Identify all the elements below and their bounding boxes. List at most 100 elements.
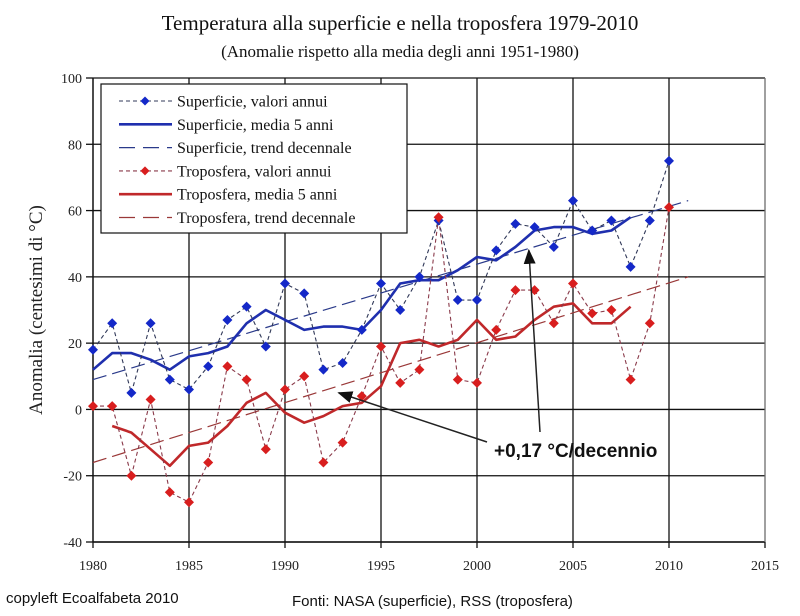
data-point-superficie-valori-annui (280, 278, 290, 289)
data-point-troposfera-valori-annui (145, 394, 156, 405)
data-point-troposfera-valori-annui (222, 361, 233, 372)
data-point-troposfera-valori-annui (548, 318, 559, 329)
chart-title: Temperatura alla superficie e nella trop… (162, 11, 639, 35)
legend: Superficie, valori annui Superficie, medi… (100, 83, 408, 234)
data-point-troposfera-valori-annui (356, 391, 367, 402)
x-tick-labels: 1980 1985 1990 1995 2000 2005 2010 2015 (79, 559, 779, 574)
data-point-troposfera-valori-annui (126, 470, 137, 481)
x-tick-label: 2015 (751, 559, 779, 574)
x-tick-label: 2000 (463, 559, 491, 574)
data-point-superficie-valori-annui (587, 225, 598, 236)
data-point-superficie-valori-annui (568, 195, 578, 206)
data-point-troposfera-valori-annui (664, 202, 674, 213)
y-tick-label: -20 (63, 470, 82, 485)
data-point-superficie-valori-annui (126, 387, 137, 398)
data-point-superficie-valori-annui (472, 295, 482, 306)
y-tick-label: 60 (68, 205, 82, 220)
data-point-troposfera-valori-annui (318, 457, 329, 468)
data-point-troposfera-valori-annui (260, 444, 271, 455)
x-tick-label: 1980 (79, 559, 107, 574)
data-point-superficie-valori-annui (318, 364, 329, 375)
data-point-superficie-valori-annui (222, 314, 233, 325)
data-point-superficie-valori-annui (107, 318, 118, 329)
legend-label-troposfera-media-5-anni: Troposfera, media 5 anni (177, 187, 338, 204)
data-point-troposfera-valori-annui (433, 212, 444, 223)
data-point-superficie-valori-annui (644, 215, 655, 226)
data-point-troposfera-valori-annui (625, 374, 636, 385)
y-tick-label: 80 (68, 138, 82, 153)
data-point-troposfera-valori-annui (491, 324, 502, 335)
series-line-superficie-media-5-anni (92, 216, 632, 372)
legend-marker-troposfera-valori-annui (140, 166, 150, 176)
data-point-superficie-valori-annui (414, 271, 425, 282)
data-point-troposfera-valori-annui (203, 457, 214, 468)
data-point-superficie-valori-annui (203, 361, 214, 372)
data-point-troposfera-valori-annui (644, 318, 655, 329)
legend-marker-superficie-valori-annui (140, 96, 150, 106)
x-tick-label: 1985 (175, 559, 203, 574)
data-point-superficie-valori-annui (664, 155, 674, 166)
annotation-arrow-troposphere (337, 391, 488, 443)
legend-label-superficie-valori-annui: Superficie, valori annui (177, 94, 328, 111)
x-tick-label: 2005 (559, 559, 587, 574)
data-point-superficie-valori-annui (529, 222, 540, 233)
data-point-troposfera-valori-annui (510, 285, 521, 296)
data-point-troposfera-valori-annui (88, 401, 98, 412)
y-axis-label: Anomalia (centesimi di °C) (26, 205, 47, 415)
data-point-troposfera-valori-annui (472, 377, 482, 388)
annotation-label: +0,17 °C/decennio (494, 441, 657, 462)
data-point-superficie-valori-annui (145, 318, 156, 329)
axes (86, 77, 766, 548)
data-point-troposfera-valori-annui (376, 341, 386, 352)
y-tick-label: -40 (63, 536, 82, 551)
data-point-troposfera-valori-annui (337, 437, 348, 448)
series-line-superficie-trend-decennale (92, 200, 689, 381)
data-point-superficie-valori-annui (625, 261, 636, 272)
data-point-superficie-valori-annui (452, 295, 463, 306)
data-point-superficie-valori-annui (376, 278, 386, 289)
footer-credit: copyleft Ecoalfabeta 2010 (6, 590, 179, 607)
y-tick-label: 40 (68, 271, 82, 286)
data-point-superficie-valori-annui (241, 301, 252, 312)
data-point-superficie-valori-annui (299, 288, 310, 299)
data-point-troposfera-valori-annui (414, 364, 425, 375)
x-tick-label: 1990 (271, 559, 299, 574)
series-line-troposfera-media-5-anni (111, 302, 632, 468)
data-point-superficie-valori-annui (88, 344, 98, 355)
annotation-layer (337, 248, 541, 443)
data-point-troposfera-valori-annui (299, 371, 310, 382)
data-point-superficie-valori-annui (548, 242, 559, 253)
data-point-superficie-valori-annui (260, 341, 271, 352)
legend-label-superficie-media-5-anni: Superficie, media 5 anni (177, 117, 334, 134)
footer-sources: Fonti: NASA (superficie), RSS (troposfer… (292, 593, 573, 610)
series-line-troposfera-trend-decennale (92, 276, 689, 464)
data-point-troposfera-valori-annui (587, 308, 598, 319)
legend-label-troposfera-valori-annui: Troposfera, valori annui (177, 163, 332, 180)
x-tick-label: 1995 (367, 559, 395, 574)
data-point-troposfera-valori-annui (107, 401, 118, 412)
data-point-troposfera-valori-annui (568, 278, 578, 289)
y-tick-labels: -40 -20 0 20 40 60 80 100 (61, 72, 82, 551)
data-point-troposfera-valori-annui (280, 384, 290, 395)
data-point-troposfera-valori-annui (452, 374, 463, 385)
data-point-superficie-valori-annui (337, 358, 348, 369)
data-point-superficie-valori-annui (606, 215, 617, 226)
annotation-arrow-surface (523, 248, 541, 433)
y-tick-label: 100 (61, 72, 82, 87)
legend-label-troposfera-trend-decennale: Troposfera, trend decennale (177, 210, 355, 227)
data-point-troposfera-valori-annui (606, 305, 617, 315)
data-point-superficie-valori-annui (184, 384, 194, 395)
data-point-superficie-valori-annui (510, 218, 521, 229)
series-layer (88, 155, 689, 508)
data-point-troposfera-valori-annui (241, 374, 252, 385)
data-point-superficie-valori-annui (356, 324, 367, 335)
data-point-superficie-valori-annui (164, 374, 175, 385)
data-point-superficie-valori-annui (491, 245, 502, 256)
data-point-troposfera-valori-annui (164, 487, 175, 498)
chart-subtitle: (Anomalie rispetto alla media degli anni… (221, 42, 579, 61)
data-point-superficie-valori-annui (395, 305, 406, 315)
data-point-troposfera-valori-annui (184, 497, 194, 508)
y-tick-label: 0 (75, 403, 82, 418)
legend-box (100, 83, 408, 234)
